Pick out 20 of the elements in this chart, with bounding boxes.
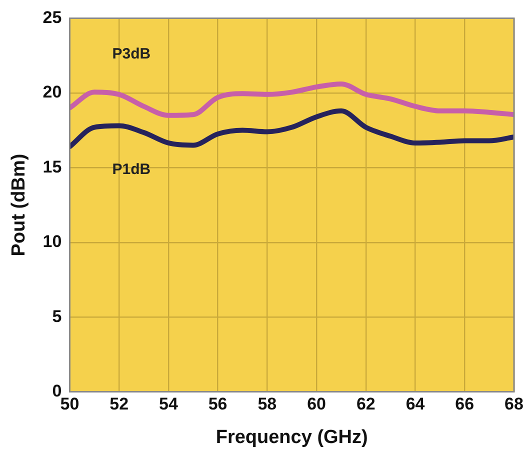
x-tick-label: 68 (504, 394, 524, 414)
x-axis-title: Frequency (GHz) (216, 426, 368, 448)
y-tick-label: 5 (52, 306, 62, 326)
y-tick-label: 20 (42, 82, 62, 102)
y-tick-label: 0 (52, 381, 62, 400)
x-tick-label: 54 (158, 394, 178, 414)
text: P3dB (112, 45, 151, 62)
x-tick-label: 52 (110, 394, 129, 414)
y-tick-label: 15 (42, 157, 62, 176)
x-tick-label: 62 (356, 394, 376, 414)
x-tick-label: 56 (208, 394, 228, 414)
x-tick-label: 66 (455, 394, 474, 414)
x-tick-label: 58 (258, 394, 277, 414)
y-axis-title: Pout (dBm) (8, 154, 30, 256)
x-tick-label: 50 (60, 394, 80, 414)
x-tick-label: 64 (406, 394, 426, 414)
y-tick-label: 10 (42, 232, 62, 252)
series-label: P1dB (112, 161, 151, 178)
x-tick-label: 60 (307, 394, 326, 414)
y-tick-label: 25 (42, 8, 62, 27)
